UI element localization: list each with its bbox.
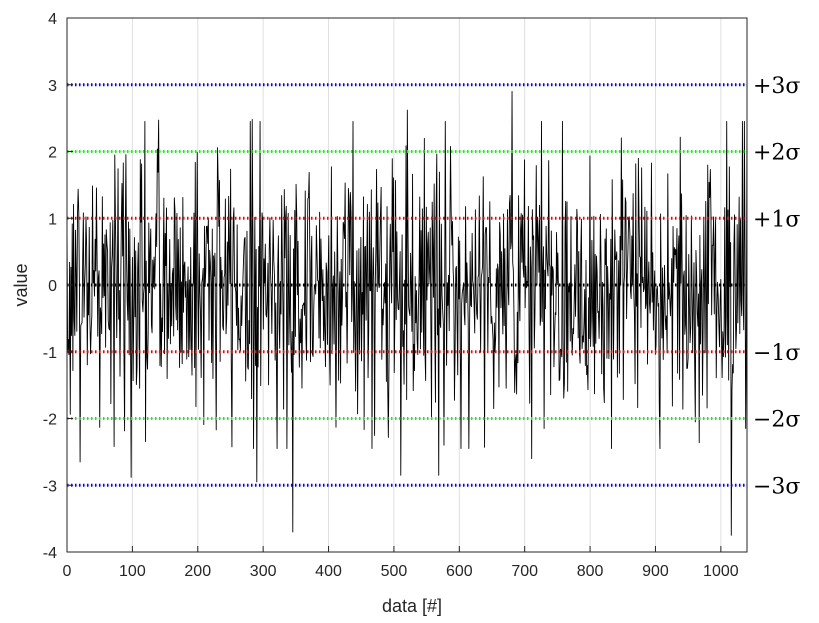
sigma-label: −1σ — [753, 341, 800, 366]
y-tick-label: -3 — [43, 478, 57, 495]
sigma-label: +1σ — [753, 207, 800, 232]
x-tick-label: 800 — [577, 563, 604, 580]
x-tick-label: 1000 — [703, 563, 739, 580]
sigma-label: −3σ — [753, 474, 800, 499]
y-axis-ticks: -4 -3 -2 -1 0 1 2 3 4 — [43, 11, 73, 562]
sigma-label: +3σ — [753, 74, 800, 99]
x-tick-label: 700 — [511, 563, 538, 580]
x-tick-label: 500 — [381, 563, 408, 580]
y-tick-label: -2 — [43, 412, 57, 429]
y-tick-label: 2 — [48, 145, 57, 162]
x-tick-label: 300 — [250, 563, 277, 580]
x-tick-label: 0 — [63, 563, 72, 580]
sigma-label: −2σ — [753, 408, 800, 433]
signal-series — [66, 90, 748, 536]
x-tick-label: 100 — [119, 563, 146, 580]
sigma-reference-lines — [67, 83, 747, 487]
x-axis-ticks: 0 100 200 300 400 500 600 700 800 900 1000 — [63, 546, 739, 580]
y-tick-label: 0 — [48, 278, 57, 295]
x-tick-label: 200 — [184, 563, 211, 580]
sigma-labels: +3σ +2σ +1σ −1σ −2σ −3σ — [753, 74, 800, 500]
y-tick-label: -1 — [43, 345, 57, 362]
y-tick-label: 4 — [48, 11, 57, 28]
y-tick-label: 1 — [48, 211, 57, 228]
y-tick-label: 3 — [48, 78, 57, 95]
x-tick-label: 600 — [446, 563, 473, 580]
y-axis-label: value — [11, 263, 31, 306]
x-tick-label: 400 — [315, 563, 342, 580]
series-line — [66, 90, 748, 536]
x-axis-label: data [#] — [382, 596, 442, 616]
y-tick-label: -4 — [43, 545, 57, 562]
sigma-label: +2σ — [753, 141, 800, 166]
x-tick-label: 900 — [642, 563, 669, 580]
